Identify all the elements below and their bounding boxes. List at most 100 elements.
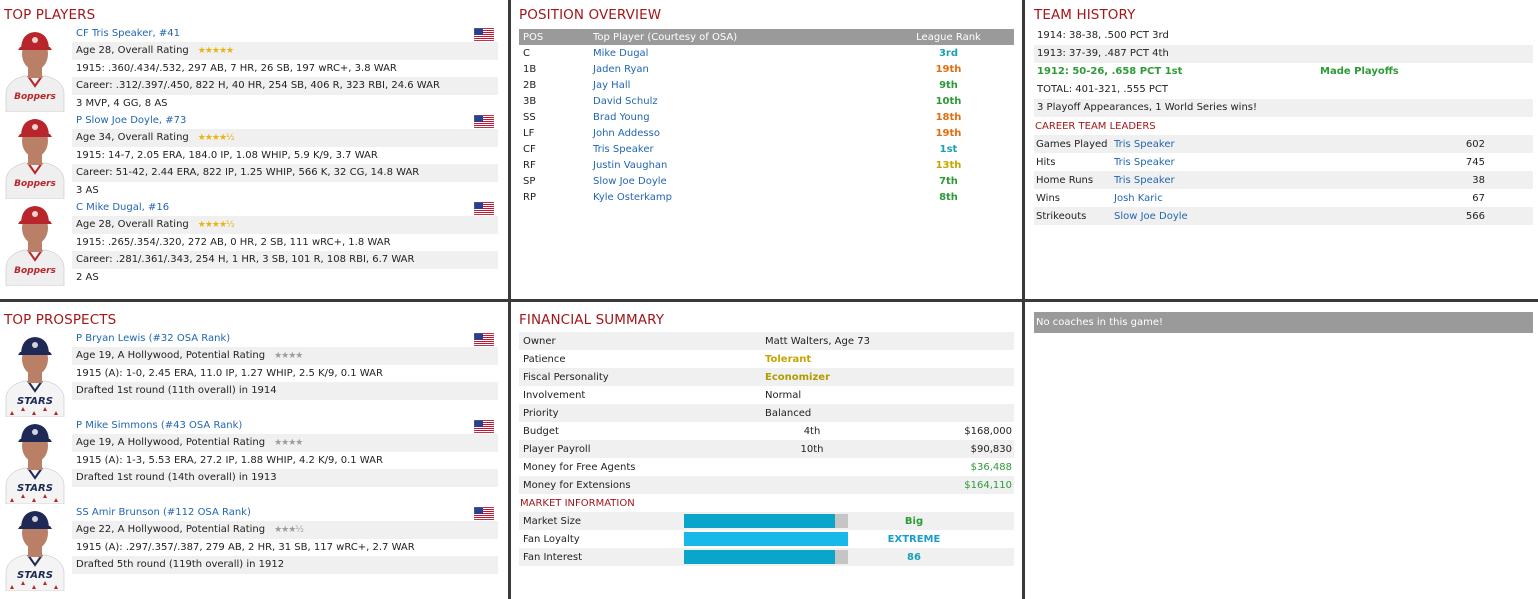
position-row: LF John Addesso 19th [519, 125, 1014, 141]
prospect-age: Age 22, A Hollywood, Potential Rating [76, 524, 266, 536]
prospect-age: Age 19, A Hollywood, Potential Rating [76, 437, 266, 449]
position-player-link[interactable]: Mike Dugal [593, 47, 649, 59]
leader-value: 566 [1465, 210, 1485, 222]
player-name-link[interactable]: P Slow Joe Doyle, #73 [76, 115, 187, 126]
position-overview-title: POSITION OVERVIEW [519, 7, 662, 23]
player-season-stats: 1915: 14-7, 2.05 ERA, 184.0 IP, 1.08 WHI… [76, 149, 378, 161]
prospect-name-link[interactable]: SS Amir Brunson (#112 OSA Rank) [76, 507, 251, 518]
position-player-cell: Justin Vaughan [589, 157, 879, 173]
fin-label: Budget [523, 425, 559, 437]
fin-row-fiscal: Fiscal Personality Economizer [519, 368, 1014, 386]
market-label: Fan Loyalty [523, 533, 580, 545]
player-age-row: Age 28, Overall Rating ★★★★★ [72, 42, 498, 60]
prospect-age: Age 19, A Hollywood, Potential Rating [76, 350, 266, 362]
position-player-link[interactable]: Jaden Ryan [593, 63, 649, 75]
fin-value: Balanced [765, 404, 1014, 422]
separator-horizontal [0, 299, 1538, 302]
leader-row: Wins Josh Karic 67 [1034, 189, 1533, 207]
position-player-link[interactable]: Jay Hall [593, 79, 631, 91]
fin-row-free-agents: Money for Free Agents $36,488 [519, 458, 1014, 476]
position-player-link[interactable]: Slow Joe Doyle [593, 175, 667, 187]
market-bar-cell [684, 548, 854, 566]
jersey-lettering: Boppers [14, 266, 56, 276]
player-awards: 3 AS [76, 184, 99, 196]
prospect-name-row: P Mike Simmons (#43 OSA Rank) [72, 417, 498, 434]
position-player-link[interactable]: Tris Speaker [593, 143, 654, 155]
position-row: 1B Jaden Ryan 19th [519, 61, 1014, 77]
market-spacer [974, 512, 1014, 530]
league-rank: 18th [935, 111, 962, 123]
leader-player-cell: Tris Speaker [1114, 171, 1404, 189]
player-portrait: Boppers [5, 119, 65, 199]
prospect-card: STARS SS Amir Brunson (#112 OSA Rank) Age … [4, 504, 504, 591]
prospect-name-row: P Bryan Lewis (#32 OSA Rank) [72, 330, 498, 347]
leader-player-link[interactable]: Josh Karic [1114, 192, 1163, 204]
top-players-title: TOP PLAYERS [4, 7, 96, 23]
jersey-lettering: STARS [17, 396, 53, 407]
prospect-age-row: Age 19, A Hollywood, Potential Rating ★★★… [72, 434, 498, 452]
prospect-season-stats: 1915 (A): 1-3, 5.53 ERA, 27.2 IP, 1.88 W… [76, 454, 383, 466]
position-player-cell: Kyle Osterkamp [589, 189, 879, 205]
fin-row-payroll: Player Payroll 10th $90,830 [519, 440, 1014, 458]
leader-player-link[interactable]: Tris Speaker [1114, 138, 1175, 150]
fin-value: Matt Walters, Age 73 [765, 332, 1014, 350]
fin-row-involvement: Involvement Normal [519, 386, 1014, 404]
leader-value: 745 [1465, 156, 1485, 168]
prospect-card: STARS P Mike Simmons (#43 OSA Rank) Age 19… [4, 417, 504, 504]
player-awards: 3 MVP, 4 GG, 8 AS [76, 97, 168, 109]
leader-value: 602 [1465, 138, 1485, 150]
history-playoffs: 3 Playoff Appearances, 1 World Series wi… [1034, 99, 1533, 117]
players-list: Boppers CF Tris Speaker, #41 Age 28, Overa… [4, 25, 504, 286]
col-player: Top Player (Courtesy of OSA) [589, 29, 879, 45]
potential-rating-stars-icon: ★★★½ [274, 525, 304, 536]
leader-stat: Hits [1036, 156, 1056, 168]
position-table: POS Top Player (Courtesy of OSA) League … [519, 29, 1014, 205]
leader-player-cell: Tris Speaker [1114, 135, 1404, 153]
prospect-name-link[interactable]: P Bryan Lewis (#32 OSA Rank) [76, 333, 231, 344]
player-age: Age 28, Overall Rating [76, 45, 189, 57]
fin-value: $168,000 [964, 425, 1012, 437]
us-flag-icon [474, 28, 494, 41]
fin-label: Money for Extensions [519, 476, 765, 494]
fin-value: Tolerant [765, 353, 812, 365]
player-awards: 2 AS [76, 271, 99, 283]
player-name-link[interactable]: CF Tris Speaker, #41 [76, 28, 180, 39]
position-row: C Mike Dugal 3rd [519, 45, 1014, 61]
position-row: CF Tris Speaker 1st [519, 141, 1014, 157]
prospect-name-link[interactable]: P Mike Simmons (#43 OSA Rank) [76, 420, 243, 431]
position-player-link[interactable]: Justin Vaughan [593, 159, 668, 171]
position-player-cell: Mike Dugal [589, 45, 879, 61]
position-player-link[interactable]: Kyle Osterkamp [593, 191, 672, 203]
player-career-stats: Career: .312/.397/.450, 822 H, 40 HR, 25… [72, 77, 498, 95]
position-player-link[interactable]: Brad Young [593, 111, 650, 123]
fin-value: $90,830 [859, 440, 1014, 458]
market-info-title: MARKET INFORMATION [520, 498, 635, 509]
us-flag-icon [474, 333, 494, 346]
player-age-row: Age 28, Overall Rating ★★★★½ [72, 216, 498, 234]
position-player-link[interactable]: John Addesso [593, 127, 660, 139]
prospects-list: STARS P Bryan Lewis (#32 OSA Rank) Age 19,… [4, 330, 504, 591]
market-progress-fill [684, 514, 835, 528]
market-progress-bar [684, 550, 848, 564]
history-season-text: 1914: 38-38, .500 PCT 3rd [1037, 30, 1169, 41]
fin-row-extensions: Money for Extensions $164,110 [519, 476, 1014, 494]
player-age: Age 34, Overall Rating [76, 132, 189, 144]
position-code: RF [523, 159, 536, 171]
player-name-link[interactable]: C Mike Dugal, #16 [76, 202, 170, 213]
position-player-link[interactable]: David Schulz [593, 95, 658, 107]
market-bar-cell [684, 530, 854, 548]
financial-summary-title: FINANCIAL SUMMARY [519, 312, 665, 328]
leader-player-cell: Josh Karic [1114, 189, 1404, 207]
leader-player-link[interactable]: Slow Joe Doyle [1114, 210, 1188, 222]
history-season-text: 1913: 37-39, .487 PCT 4th [1037, 48, 1169, 59]
market-label: Market Size [519, 512, 684, 530]
financial-table: Owner Matt Walters, Age 73 Patience Tole… [519, 332, 1014, 494]
player-name-row: CF Tris Speaker, #41 [72, 25, 498, 42]
jersey-lettering: Boppers [14, 179, 56, 189]
player-age: Age 28, Overall Rating [76, 219, 189, 231]
leader-player-link[interactable]: Tris Speaker [1114, 156, 1175, 168]
leader-player-link[interactable]: Tris Speaker [1114, 174, 1175, 186]
prospect-info: SS Amir Brunson (#112 OSA Rank) Age 22, A… [72, 504, 498, 574]
leader-row: Hits Tris Speaker 745 [1034, 153, 1533, 171]
fin-row-owner: Owner Matt Walters, Age 73 [519, 332, 1014, 350]
